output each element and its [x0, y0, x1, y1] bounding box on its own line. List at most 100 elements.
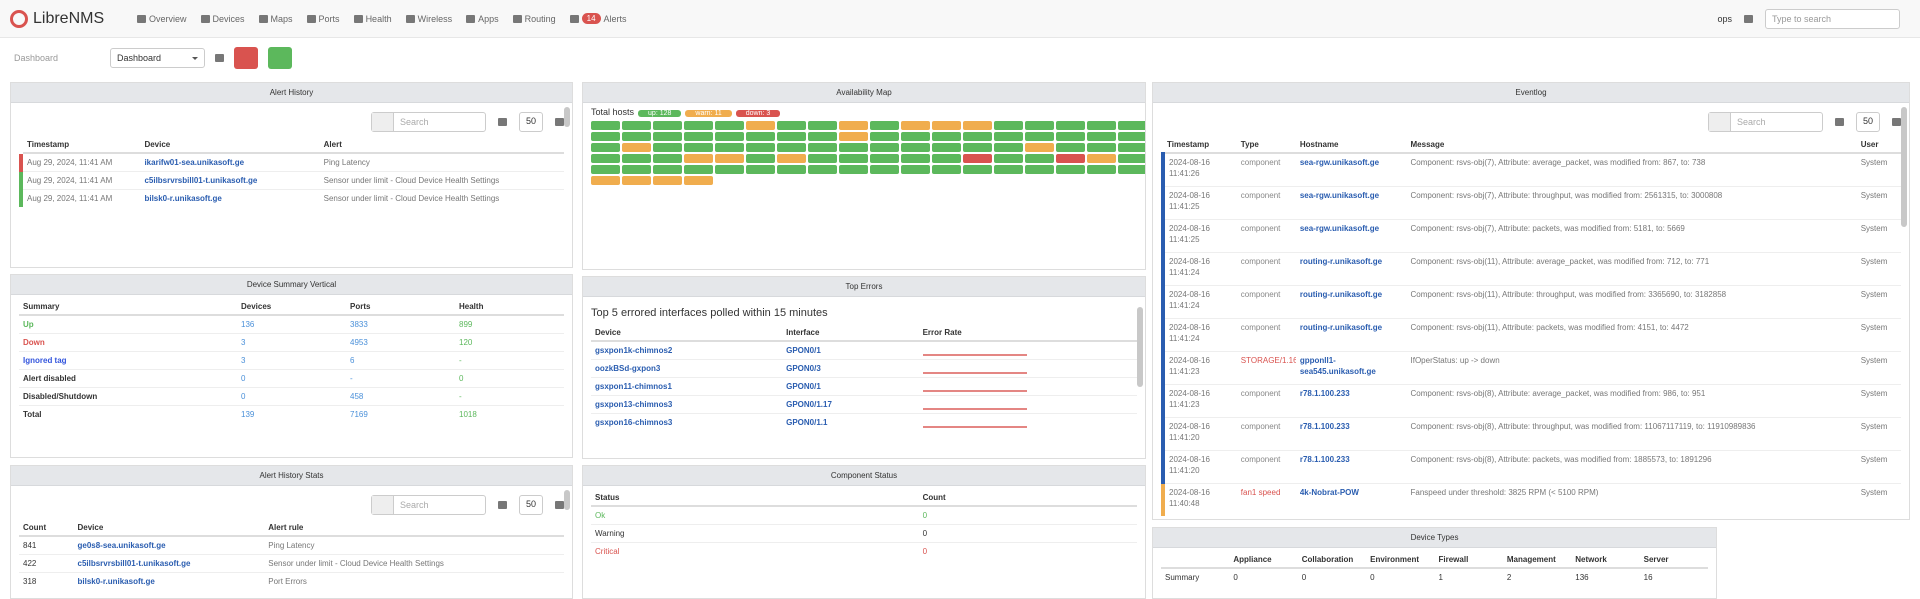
device-tile[interactable] — [591, 143, 620, 152]
device-tile[interactable] — [684, 132, 713, 141]
refresh-icon[interactable] — [1834, 118, 1844, 126]
device-tile[interactable] — [839, 121, 868, 130]
cell[interactable]: GPON0/1.1 — [782, 413, 919, 431]
device-tile[interactable] — [870, 165, 899, 174]
nav-item[interactable]: 14 Alerts — [569, 13, 627, 24]
device-tile[interactable] — [746, 154, 775, 163]
cell[interactable]: gsxpon1k-chimnos2 — [591, 340, 783, 360]
device-tile[interactable] — [715, 143, 744, 152]
device-tile[interactable] — [746, 121, 775, 130]
page-size[interactable]: 50 — [518, 495, 543, 515]
device-tile[interactable] — [1025, 165, 1054, 174]
device-tile[interactable] — [901, 154, 930, 163]
device-tile[interactable] — [994, 143, 1023, 152]
device-tile[interactable] — [653, 154, 682, 163]
refresh-icon[interactable] — [497, 501, 507, 509]
cell[interactable]: r78.1.100.233 — [1295, 449, 1407, 483]
cell[interactable]: routing-r.unikasoft.ge — [1295, 317, 1407, 351]
device-tile[interactable] — [1118, 121, 1145, 130]
device-tile[interactable] — [932, 165, 961, 174]
device-tile[interactable] — [684, 121, 713, 130]
cell[interactable]: GPON0/1.17 — [782, 395, 919, 414]
settings-icon[interactable] — [1744, 15, 1753, 23]
device-tile[interactable] — [1087, 121, 1116, 130]
page-size[interactable]: 50 — [1855, 112, 1880, 132]
cell[interactable]: sea-rgw.unikasoft.ge — [1295, 218, 1407, 252]
device-tile[interactable] — [870, 154, 899, 163]
cell[interactable]: ge0s8-sea.unikasoft.ge — [73, 535, 265, 555]
device-tile[interactable] — [622, 176, 651, 185]
cell[interactable]: gsxpon13-chimnos3 — [591, 395, 783, 414]
device-tile[interactable] — [994, 154, 1023, 163]
device-tile[interactable] — [746, 143, 775, 152]
cell[interactable]: routing-r.unikasoft.ge — [1295, 284, 1407, 318]
device-tile[interactable] — [932, 143, 961, 152]
device-tile[interactable] — [622, 143, 651, 152]
device-tile[interactable] — [870, 143, 899, 152]
columns-icon[interactable] — [555, 118, 564, 126]
device-tile[interactable] — [591, 165, 620, 174]
device-tile[interactable] — [1056, 121, 1085, 130]
device-tile[interactable] — [715, 165, 744, 174]
global-search[interactable]: Type to search — [1765, 9, 1900, 29]
device-tile[interactable] — [932, 121, 961, 130]
device-tile[interactable] — [684, 154, 713, 163]
device-tile[interactable] — [715, 121, 744, 130]
device-tile[interactable] — [622, 121, 651, 130]
device-tile[interactable] — [653, 176, 682, 185]
device-tile[interactable] — [653, 132, 682, 141]
cell[interactable]: c5ilbsrvrsbill01-t.unikasoft.ge — [140, 171, 320, 190]
device-tile[interactable] — [994, 165, 1023, 174]
device-tile[interactable] — [994, 121, 1023, 130]
cell[interactable]: gsxpon11-chimnos1 — [591, 377, 783, 396]
search-box[interactable]: Search — [1707, 112, 1823, 132]
columns-icon[interactable] — [1892, 118, 1901, 126]
device-tile[interactable] — [870, 132, 899, 141]
device-tile[interactable] — [777, 132, 806, 141]
device-tile[interactable] — [1118, 143, 1145, 152]
device-tile[interactable] — [622, 165, 651, 174]
device-tile[interactable] — [901, 165, 930, 174]
device-tile[interactable] — [963, 165, 992, 174]
dashboard-select[interactable]: Dashboard — [110, 48, 205, 68]
nav-item[interactable]: Ports — [306, 13, 340, 24]
edit-icon[interactable] — [215, 54, 224, 62]
nav-item[interactable]: Routing — [512, 13, 556, 24]
cell[interactable]: gpponll1-sea545.unikasoft.ge — [1295, 350, 1407, 384]
device-tile[interactable] — [808, 165, 837, 174]
device-tile[interactable] — [1087, 165, 1116, 174]
device-tile[interactable] — [963, 121, 992, 130]
device-tile[interactable] — [684, 165, 713, 174]
device-tile[interactable] — [684, 176, 713, 185]
device-tile[interactable] — [746, 132, 775, 141]
cell[interactable]: 4k-Nobrat-POW — [1295, 482, 1407, 516]
device-tile[interactable] — [715, 154, 744, 163]
cell[interactable]: GPON0/1 — [782, 377, 919, 396]
device-tile[interactable] — [1118, 132, 1145, 141]
device-tile[interactable] — [901, 121, 930, 130]
device-tile[interactable] — [1025, 121, 1054, 130]
device-tile[interactable] — [963, 132, 992, 141]
cell[interactable]: oozkBSd-gxpon3 — [591, 359, 783, 378]
user[interactable]: ops — [1717, 14, 1732, 24]
device-tile[interactable] — [591, 154, 620, 163]
cell[interactable]: c5ilbsrvrsbill01-t.unikasoft.ge — [73, 554, 265, 573]
device-tile[interactable] — [1025, 132, 1054, 141]
device-tile[interactable] — [901, 143, 930, 152]
nav-item[interactable]: Maps — [258, 13, 293, 24]
device-tile[interactable] — [591, 176, 620, 185]
device-tile[interactable] — [1025, 154, 1054, 163]
device-tile[interactable] — [994, 132, 1023, 141]
device-tile[interactable] — [1118, 165, 1145, 174]
cell[interactable]: sea-rgw.unikasoft.ge — [1295, 152, 1407, 186]
device-tile[interactable] — [1118, 154, 1145, 163]
cell[interactable]: GPON0/1 — [782, 340, 919, 360]
cell[interactable]: routing-r.unikasoft.ge — [1295, 251, 1407, 285]
cell[interactable]: gsxpon16-chimnos3 — [591, 413, 783, 431]
device-tile[interactable] — [1056, 165, 1085, 174]
add-button[interactable] — [268, 47, 292, 69]
nav-item[interactable]: Apps — [466, 13, 499, 24]
device-tile[interactable] — [1056, 143, 1085, 152]
device-tile[interactable] — [932, 132, 961, 141]
device-tile[interactable] — [653, 165, 682, 174]
